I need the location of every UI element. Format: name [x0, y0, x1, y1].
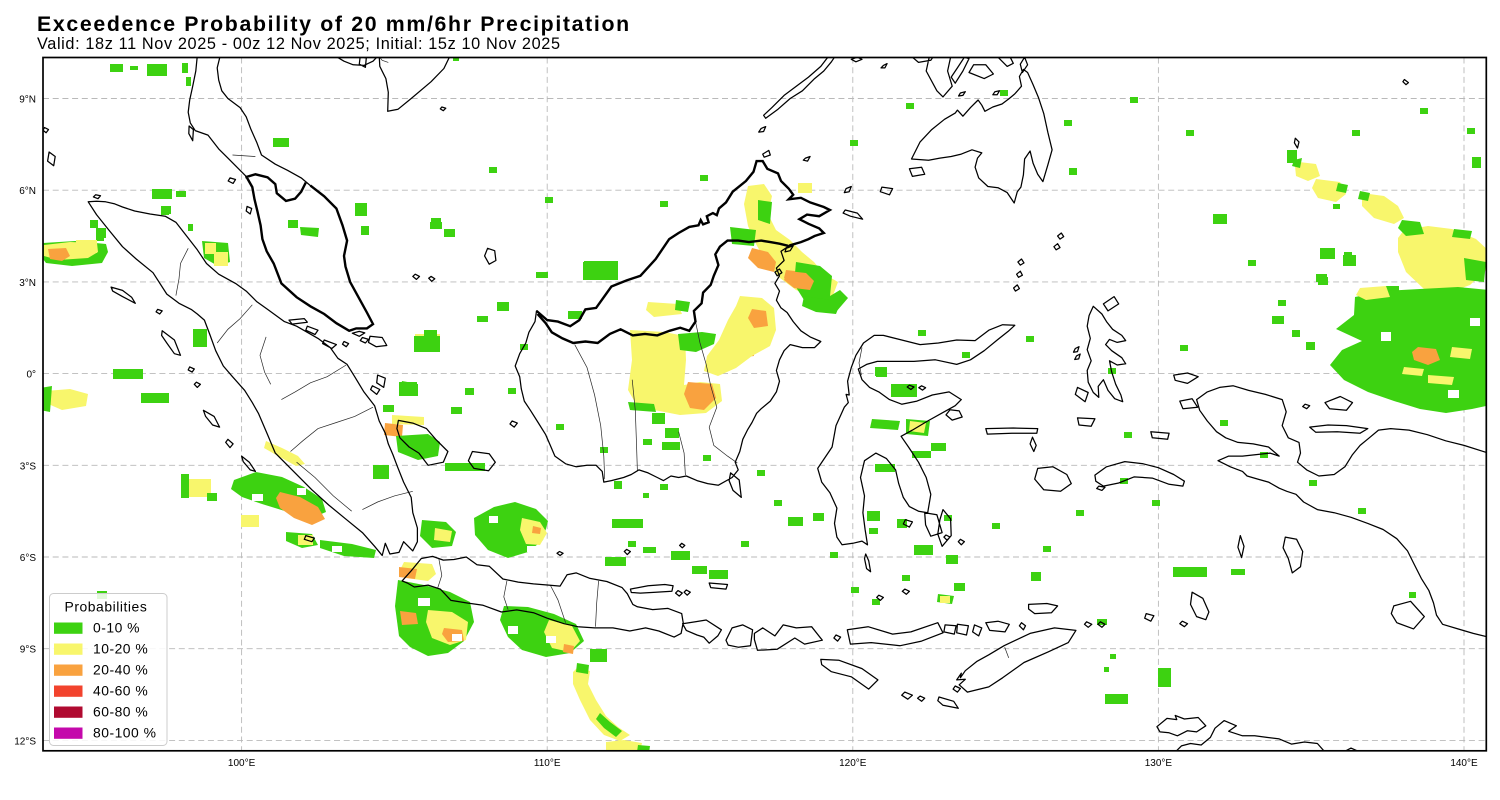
svg-text:9°N: 9°N	[19, 95, 36, 106]
svg-text:130°E: 130°E	[1145, 758, 1173, 769]
svg-text:Probabilities: Probabilities	[65, 599, 148, 615]
svg-text:110°E: 110°E	[534, 758, 561, 769]
svg-text:20-40 %: 20-40 %	[93, 662, 148, 678]
svg-text:Exceedence Probability of 20 m: Exceedence Probability of 20 mm/6hr Prec…	[37, 12, 631, 36]
svg-text:40-60 %: 40-60 %	[93, 683, 148, 699]
svg-text:Valid: 18z 11 Nov 2025 - 00z 1: Valid: 18z 11 Nov 2025 - 00z 12 Nov 2025…	[37, 35, 561, 53]
svg-text:0-10 %: 0-10 %	[93, 620, 140, 636]
svg-text:10-20 %: 10-20 %	[93, 641, 148, 657]
svg-text:9°S: 9°S	[20, 645, 37, 656]
svg-text:140°E: 140°E	[1450, 758, 1478, 769]
svg-text:0°: 0°	[26, 370, 36, 381]
svg-text:3°S: 3°S	[20, 461, 37, 472]
svg-text:12°S: 12°S	[14, 736, 36, 747]
svg-text:6°N: 6°N	[19, 186, 36, 197]
svg-text:80-100 %: 80-100 %	[93, 725, 156, 741]
svg-text:60-80 %: 60-80 %	[93, 704, 148, 720]
svg-text:3°N: 3°N	[19, 278, 36, 289]
svg-text:100°E: 100°E	[228, 758, 256, 769]
svg-text:6°S: 6°S	[20, 553, 37, 564]
svg-text:120°E: 120°E	[839, 758, 867, 769]
